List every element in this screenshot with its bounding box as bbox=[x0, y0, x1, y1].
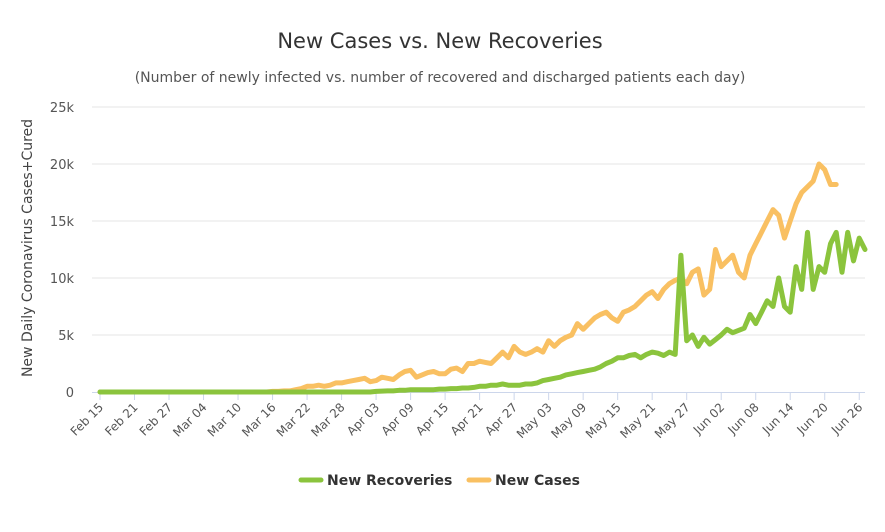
y-tick-label: 15k bbox=[50, 215, 75, 230]
legend-label-new-recoveries: New Recoveries bbox=[327, 473, 452, 489]
chart-subtitle: (Number of newly infected vs. number of … bbox=[135, 70, 746, 86]
x-tick-label: Jun 20 bbox=[793, 400, 830, 437]
legend-item-new-cases[interactable]: New Cases bbox=[466, 473, 580, 489]
x-tick-label: May 27 bbox=[652, 400, 693, 441]
x-tick-label: May 09 bbox=[548, 400, 589, 441]
x-tick-label: Apr 15 bbox=[413, 400, 451, 438]
chart-title: New Cases vs. New Recoveries bbox=[277, 29, 602, 53]
grid-lines bbox=[92, 106, 865, 393]
x-tick-label: May 21 bbox=[617, 400, 658, 441]
x-tick-label: Apr 09 bbox=[379, 400, 417, 438]
x-tick-label: Jun 02 bbox=[690, 400, 727, 437]
y-tick-label: 10k bbox=[50, 272, 75, 287]
x-tick-label: May 15 bbox=[583, 400, 624, 441]
x-tick-label: Apr 03 bbox=[344, 400, 382, 438]
legend-label-new-cases: New Cases bbox=[495, 473, 580, 489]
x-tick-label: Mar 28 bbox=[308, 400, 347, 439]
y-tick-label: 5k bbox=[58, 329, 74, 344]
x-tick-label: Mar 10 bbox=[205, 400, 244, 439]
x-tick-label: Feb 21 bbox=[102, 400, 140, 438]
legend[interactable]: New Recoveries New Cases bbox=[298, 473, 580, 489]
y-axis-label: New Daily Coronavirus Cases+Cured bbox=[20, 119, 36, 377]
x-tick-label: Feb 27 bbox=[137, 400, 175, 438]
x-tick-label: Feb 15 bbox=[68, 400, 106, 438]
y-tick-label: 0 bbox=[66, 386, 74, 401]
x-tick-label: Jun 26 bbox=[828, 400, 865, 437]
x-tick-label: Jun 14 bbox=[759, 400, 796, 437]
series-lines bbox=[97, 161, 868, 395]
x-tick-label: Mar 04 bbox=[170, 400, 209, 439]
x-tick-label: May 03 bbox=[514, 400, 555, 441]
x-tick-label: Mar 16 bbox=[239, 400, 278, 439]
legend-item-new-recoveries[interactable]: New Recoveries bbox=[298, 473, 452, 489]
x-tick-label: Jun 08 bbox=[724, 400, 761, 437]
series-line-new-recoveries[interactable] bbox=[97, 229, 868, 395]
y-tick-label: 25k bbox=[50, 101, 75, 116]
x-tick-label: Apr 21 bbox=[448, 400, 486, 438]
x-tick-label: Mar 22 bbox=[274, 400, 313, 439]
y-tick-label: 20k bbox=[50, 158, 75, 173]
y-axis-ticks: 0 5k 10k 15k 20k 25k bbox=[50, 101, 75, 401]
